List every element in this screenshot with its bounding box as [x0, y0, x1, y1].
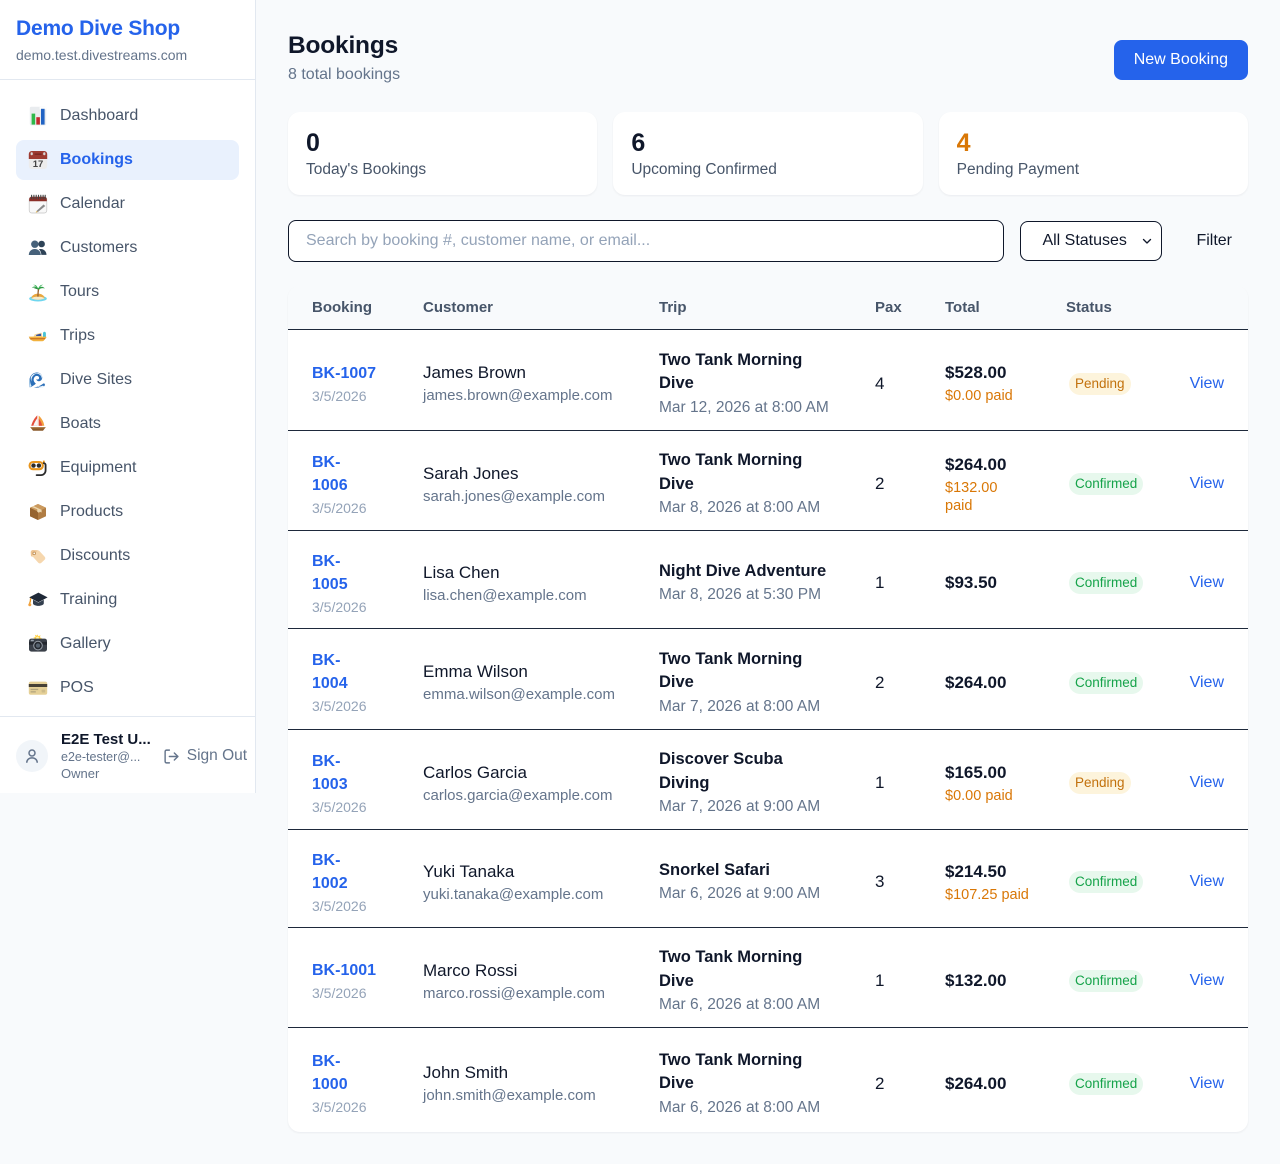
svg-text:17: 17 [33, 159, 44, 170]
